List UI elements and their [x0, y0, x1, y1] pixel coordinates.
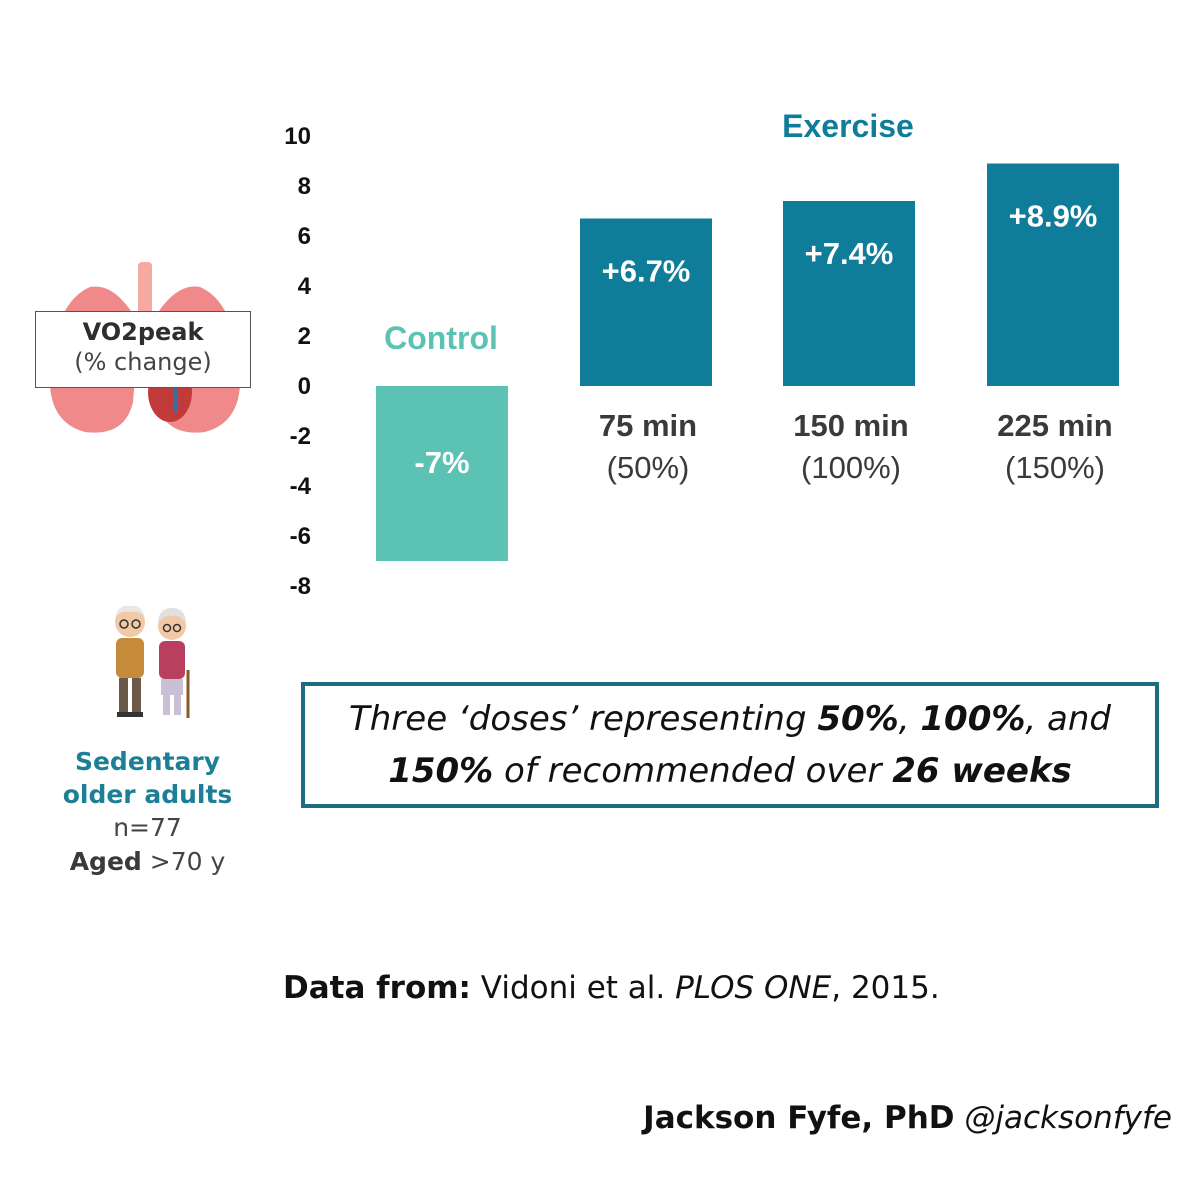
y-tick-label: -2: [290, 423, 311, 450]
source-year: , 2015.: [831, 970, 940, 1006]
note-bold3: 150%: [388, 751, 494, 791]
bar-value-label: +8.9%: [1009, 199, 1098, 234]
category-sublabel: (50%): [607, 450, 690, 485]
bar-value-label: -7%: [414, 445, 469, 480]
y-tick-label: -6: [290, 523, 311, 550]
bar: [376, 386, 508, 561]
bar-value-label: +6.7%: [602, 254, 691, 289]
bar: [987, 163, 1119, 386]
bar: [783, 201, 915, 386]
source-label: Data from:: [283, 970, 471, 1006]
note-bold1: 50%: [817, 699, 899, 739]
data-source: Data from: Vidoni et al. PLOS ONE, 2015.: [283, 970, 940, 1006]
note-bold2: 100%: [920, 699, 1026, 739]
y-tick-label: -4: [290, 473, 312, 500]
sample-size: n=77: [113, 813, 182, 842]
bars: [376, 163, 1119, 561]
bar: [580, 218, 712, 386]
age-criteria: Aged >70 y: [40, 845, 255, 879]
population-label-line1: Sedentary: [74, 747, 221, 776]
author-credit: Jackson Fyfe, PhD @jacksonfyfe: [643, 1100, 1172, 1136]
note-part3: , and: [1025, 699, 1112, 739]
y-tick-label: -8: [290, 573, 311, 600]
y-tick-label: 6: [298, 223, 311, 250]
aged-value: >70 y: [149, 847, 226, 876]
category-sublabel: (100%): [801, 450, 901, 485]
note-part4: of recommended over: [493, 751, 893, 791]
population-label-line2: older adults: [62, 780, 233, 809]
author-handle: @jacksonfyfe: [954, 1100, 1172, 1136]
note-part2: ,: [898, 699, 921, 739]
y-axis-label: VO2peak: [82, 318, 204, 346]
y-tick-label: 10: [284, 123, 311, 150]
doses-note-box: Three ‘doses’ representing 50%, 100%, an…: [301, 682, 1159, 808]
category-label: 225 min: [997, 408, 1112, 443]
y-tick-label: 4: [298, 273, 312, 300]
older-couple-icon: [115, 605, 190, 718]
bar-value-labels: -7% +6.7% +7.4% +8.9%: [414, 199, 1097, 481]
note-bold4: 26 weeks: [892, 751, 1072, 791]
group-label-control: Control: [384, 320, 498, 356]
y-tick-label: 0: [298, 373, 311, 400]
y-tick-label: 2: [298, 323, 311, 350]
category-labels: 75 min (50%) 150 min (100%) 225 min (150%): [599, 408, 1113, 485]
population-info: Sedentary older adults n=77 Aged >70 y: [40, 745, 255, 879]
source-authors: Vidoni et al.: [470, 970, 676, 1006]
category-label: 150 min: [793, 408, 908, 443]
note-part1: Three ‘doses’ representing: [348, 699, 818, 739]
y-axis-ticks: 10 8 6 4 2 0 -2 -4 -6 -8: [284, 123, 311, 600]
source-journal: PLOS ONE: [675, 970, 832, 1006]
group-label-exercise: Exercise: [782, 108, 914, 144]
aged-label: Aged: [69, 847, 142, 876]
doses-note-text: Three ‘doses’ representing 50%, 100%, an…: [320, 693, 1140, 797]
author-name: Jackson Fyfe, PhD: [643, 1100, 955, 1136]
y-axis-label-box: VO2peak (% change): [35, 311, 251, 388]
y-axis-unit: (% change): [74, 348, 212, 376]
category-label: 75 min: [599, 408, 697, 443]
y-tick-label: 8: [298, 173, 311, 200]
bar-value-label: +7.4%: [805, 236, 894, 271]
category-sublabel: (150%): [1005, 450, 1105, 485]
